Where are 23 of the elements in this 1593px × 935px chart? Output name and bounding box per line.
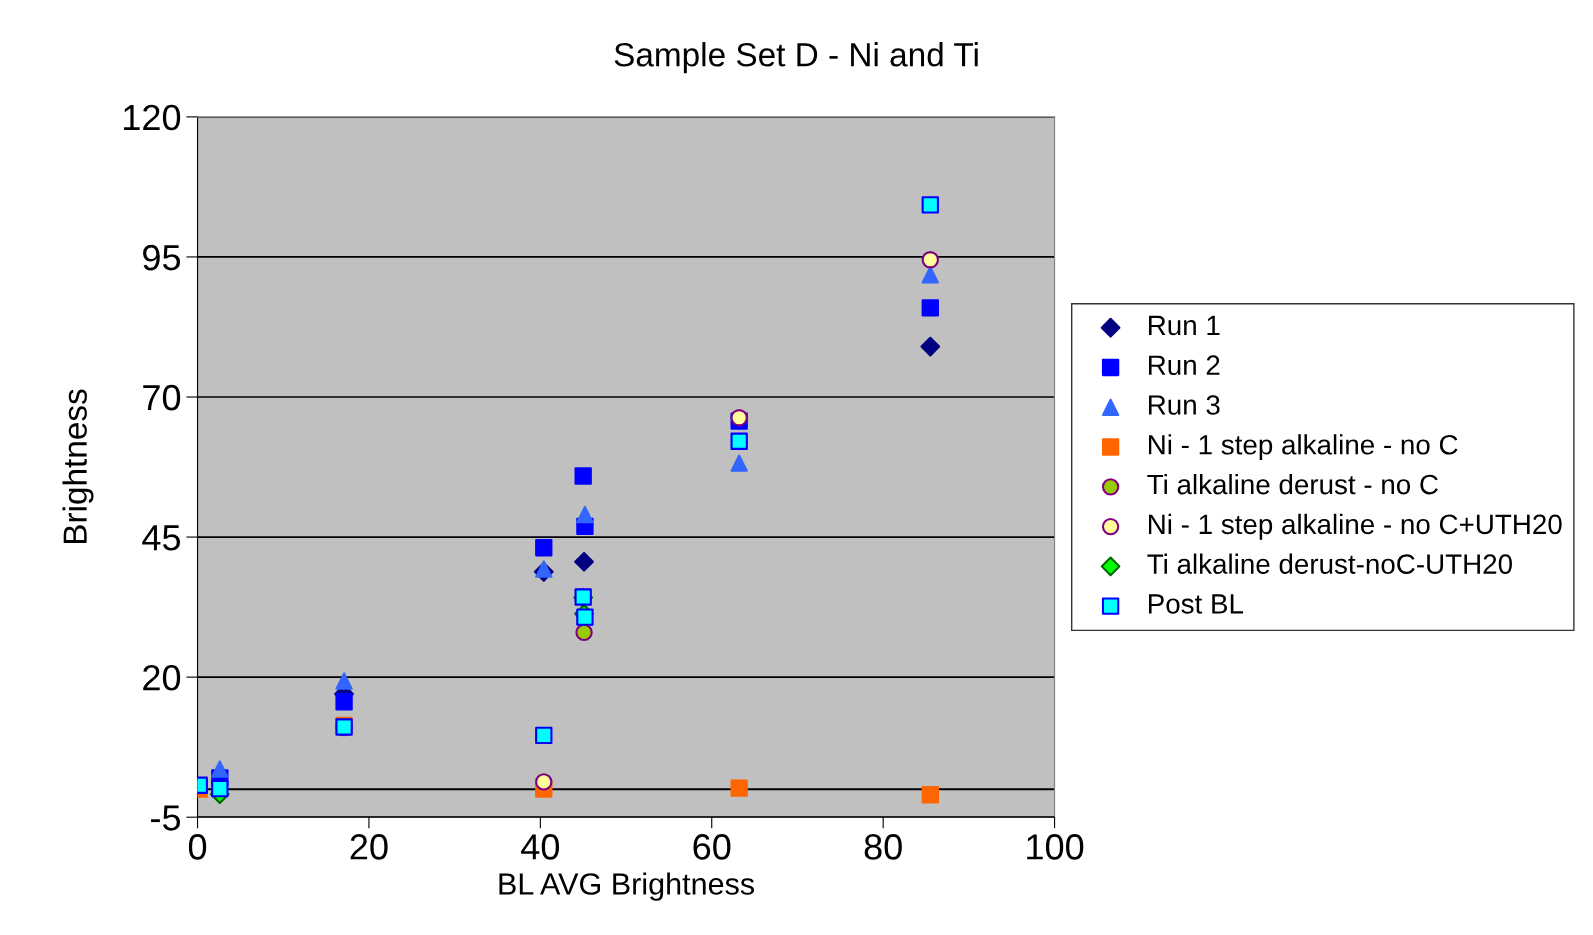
x-axis-title: BL AVG Brightness [499, 872, 755, 901]
y-tick-label: 95 [143, 244, 181, 271]
y-tick-label: 45 [142, 525, 181, 551]
legend-label: Ni - 1 step alkaline - no C [1148, 434, 1458, 461]
y-tick-label: 120 [124, 104, 181, 131]
legend-label: Ni - 1 step alkaline - no C+UTH20 [1148, 513, 1562, 540]
x-tick-label: 100 [1027, 834, 1084, 860]
x-tick-label: 60 [693, 834, 731, 860]
y-tick-label: 70 [143, 384, 181, 411]
legend-label: Ti alkaline derust - no C [1147, 473, 1438, 495]
legend-label: Ti alkaline derust-noC-UTH20 [1147, 553, 1512, 574]
x-tick-label: 80 [864, 834, 902, 860]
y-tick-label: 20 [143, 665, 181, 691]
legend-label: Run 1 [1148, 315, 1220, 336]
x-tick-label: 20 [350, 834, 388, 860]
y-axis-title: Brightness [62, 389, 94, 544]
chart-title: Sample Set D - Ni and Ti [614, 42, 978, 74]
legend-label: Run 3 [1148, 395, 1220, 415]
y-tick-label: -5 [151, 805, 181, 831]
legend-label: Post BL [1148, 594, 1244, 614]
x-tick-label: 40 [521, 834, 560, 860]
x-tick-label: 0 [188, 834, 207, 860]
legend-label: Run 2 [1148, 355, 1220, 376]
